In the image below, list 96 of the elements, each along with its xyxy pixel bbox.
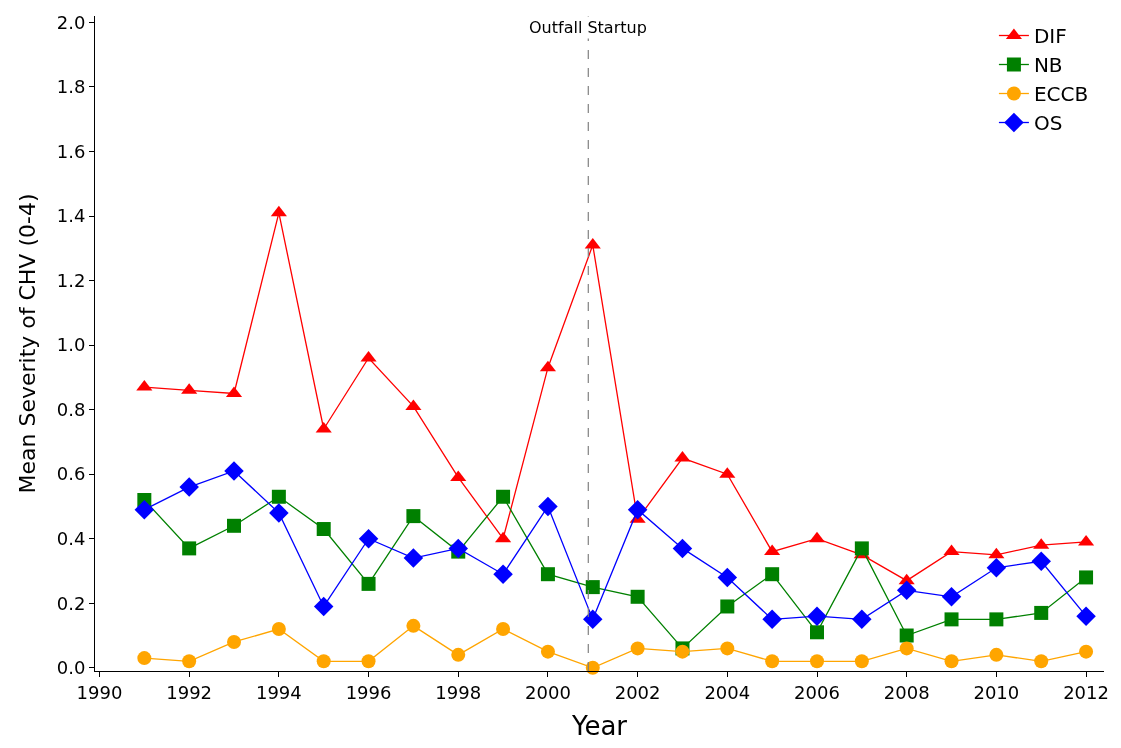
point xyxy=(630,589,645,604)
point xyxy=(224,461,244,481)
point xyxy=(764,544,781,556)
legend-label: DIF xyxy=(1033,24,1067,49)
point xyxy=(540,644,555,659)
point xyxy=(496,622,511,637)
point xyxy=(269,503,289,523)
x-tick-label: 2012 xyxy=(1063,681,1109,703)
y-tick-label: 1.8 xyxy=(56,76,86,98)
point xyxy=(137,651,152,666)
x-tick-label: 1998 xyxy=(435,681,482,703)
point xyxy=(944,612,959,627)
point xyxy=(852,609,872,630)
point xyxy=(765,654,780,669)
point xyxy=(496,489,511,504)
y-tick-label: 0.8 xyxy=(56,398,86,420)
point xyxy=(227,518,242,533)
point xyxy=(182,541,197,556)
point xyxy=(986,558,1007,578)
point xyxy=(271,622,286,637)
point xyxy=(313,596,334,617)
point xyxy=(765,567,780,582)
x-axis-title: Year xyxy=(570,711,628,742)
point xyxy=(227,634,242,649)
point xyxy=(762,609,782,630)
point xyxy=(270,205,287,217)
point xyxy=(988,547,1005,559)
point xyxy=(403,548,424,568)
point xyxy=(358,528,379,549)
ref-line-label: Outfall Startup xyxy=(529,18,647,37)
point xyxy=(493,564,513,584)
point xyxy=(1034,605,1049,620)
y-tick-label: 1.2 xyxy=(56,269,86,291)
point xyxy=(899,628,914,643)
point xyxy=(989,612,1004,627)
x-tick-label: 2000 xyxy=(525,681,571,703)
point xyxy=(717,567,738,588)
point xyxy=(810,625,824,640)
point xyxy=(943,544,960,556)
point xyxy=(271,489,286,504)
y-tick-label: 1.4 xyxy=(56,205,86,227)
y-tick-label: 1.6 xyxy=(56,140,86,162)
point xyxy=(179,477,199,497)
x-tick-label: 2006 xyxy=(794,681,840,703)
point xyxy=(585,580,600,595)
point xyxy=(854,541,869,556)
point xyxy=(316,654,331,669)
point xyxy=(1034,654,1049,669)
x-tick-label: 1996 xyxy=(345,681,392,703)
point xyxy=(989,647,1004,662)
y-tick-label: 1.0 xyxy=(56,334,86,356)
point xyxy=(495,531,512,543)
y-tick-label: 0.6 xyxy=(56,463,86,485)
point xyxy=(896,580,917,601)
point xyxy=(720,641,735,656)
point xyxy=(540,567,555,582)
x-tick-label: 1994 xyxy=(255,681,302,703)
x-tick-label: 2008 xyxy=(883,681,930,703)
point xyxy=(583,609,603,630)
point xyxy=(316,522,331,537)
y-tick-label: 0.0 xyxy=(56,657,86,679)
y-axis-title: Mean Severity of CHV (0-4) xyxy=(14,193,40,494)
point xyxy=(941,587,962,607)
point xyxy=(1031,551,1051,572)
point xyxy=(134,499,155,520)
point xyxy=(182,654,197,669)
point xyxy=(899,641,914,656)
legend-label: ECCB xyxy=(1033,82,1089,107)
y-tick-label: 0.2 xyxy=(56,592,86,614)
x-tick-label: 1990 xyxy=(76,681,123,703)
point xyxy=(854,654,869,669)
point xyxy=(406,509,421,524)
point xyxy=(538,496,558,517)
point xyxy=(627,499,648,520)
point xyxy=(720,599,735,614)
point xyxy=(406,618,421,633)
point xyxy=(672,538,693,559)
x-tick-label: 2010 xyxy=(973,681,1020,703)
point xyxy=(630,641,645,656)
point xyxy=(810,654,824,669)
point xyxy=(807,606,827,626)
point xyxy=(1079,570,1094,585)
x-tick-label: 2002 xyxy=(614,681,661,703)
y-tick-label: 0.4 xyxy=(56,528,86,550)
point xyxy=(448,538,468,559)
point xyxy=(361,654,376,669)
point xyxy=(361,576,376,591)
x-tick-label: 1992 xyxy=(166,681,213,703)
point xyxy=(944,654,959,669)
y-tick-label: 2.0 xyxy=(56,11,86,33)
legend-label: NB xyxy=(1033,53,1063,78)
legend-label: OS xyxy=(1033,111,1063,136)
point xyxy=(451,647,466,662)
point xyxy=(1079,644,1094,659)
point xyxy=(1076,606,1096,626)
x-tick-label: 2004 xyxy=(704,681,751,703)
